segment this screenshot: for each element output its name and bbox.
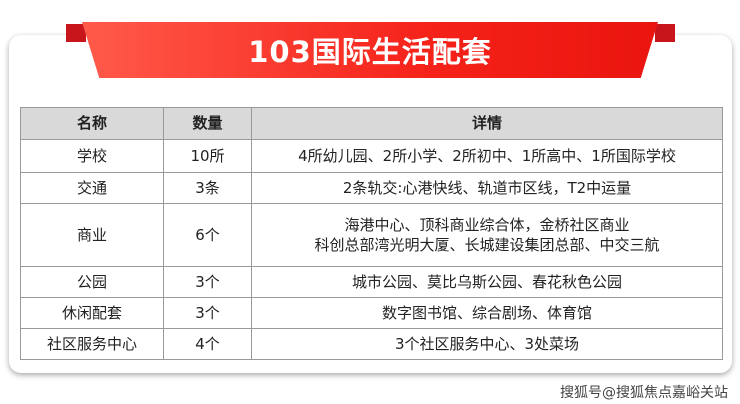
cell-details: 海港中心、顶科商业综合体，金桥社区商业科创总部湾光明大厦、长城建设集团总部、中交… — [251, 203, 723, 267]
cell-details: 数字图书馆、综合剧场、体育馆 — [251, 297, 723, 329]
watermark: 搜狐号@搜狐焦点嘉峪关站 — [560, 385, 728, 401]
detail-line: 2条轨交:心港快线、轨道市区线，T2中运量 — [342, 178, 632, 197]
table-row: 学校 10所 4所幼儿园、2所小学、2所初中、1所高中、1所国际学校 — [20, 139, 723, 173]
cell-count: 10所 — [163, 139, 252, 173]
cell-count: 4个 — [163, 328, 252, 360]
cell-details: 城市公园、莫比乌斯公园、春花秋色公园 — [251, 266, 723, 298]
cell-count: 3条 — [163, 172, 252, 204]
cell-name: 商业 — [20, 203, 164, 267]
detail-line: 4所幼儿园、2所小学、2所初中、1所高中、1所国际学校 — [298, 146, 676, 165]
header-details: 详情 — [251, 107, 723, 140]
cell-name: 交通 — [20, 172, 164, 204]
cell-details: 3个社区服务中心、3处菜场 — [251, 328, 723, 360]
cell-count: 6个 — [163, 203, 252, 267]
page-title: 103国际生活配套 — [248, 35, 492, 69]
ribbon-fold-right — [655, 24, 675, 42]
table-row: 交通 3条 2条轨交:心港快线、轨道市区线，T2中运量 — [20, 172, 723, 204]
table-row: 休闲配套 3个 数字图书馆、综合剧场、体育馆 — [20, 297, 723, 329]
cell-name: 学校 — [20, 139, 164, 173]
amenities-table: 名称 数量 详情 学校 10所 4所幼儿园、2所小学、2所初中、1所高中、1所国际学… — [20, 107, 723, 360]
ribbon-fold-left — [66, 24, 86, 42]
cell-details: 4所幼儿园、2所小学、2所初中、1所高中、1所国际学校 — [251, 139, 723, 173]
cell-name: 社区服务中心 — [20, 328, 164, 360]
detail-line: 科创总部湾光明大厦、长城建设集团总部、中交三航 — [314, 236, 660, 254]
detail-line: 城市公园、莫比乌斯公园、春花秋色公园 — [351, 272, 622, 291]
cell-count: 3个 — [163, 266, 252, 298]
cell-name: 公园 — [20, 266, 164, 298]
table-row: 公园 3个 城市公园、莫比乌斯公园、春花秋色公园 — [20, 266, 723, 298]
header-count: 数量 — [163, 107, 252, 140]
detail-line: 数字图书馆、综合剧场、体育馆 — [381, 303, 592, 322]
detail-line: 海港中心、顶科商业综合体，金桥社区商业 — [344, 215, 630, 234]
title-ribbon: 103国际生活配套 — [82, 22, 658, 78]
table-row: 商业 6个 海港中心、顶科商业综合体，金桥社区商业 科创总部湾光明大厦、长城建设集团总… — [20, 203, 723, 267]
cell-count: 3个 — [163, 297, 252, 329]
table-row: 社区服务中心 4个 3个社区服务中心、3处菜场 — [20, 328, 723, 360]
detail-line: 3个社区服务中心、3处菜场 — [394, 334, 580, 353]
cell-name: 休闲配套 — [20, 297, 164, 329]
header-name: 名称 — [20, 107, 164, 140]
cell-details: 2条轨交:心港快线、轨道市区线，T2中运量 — [251, 172, 723, 204]
